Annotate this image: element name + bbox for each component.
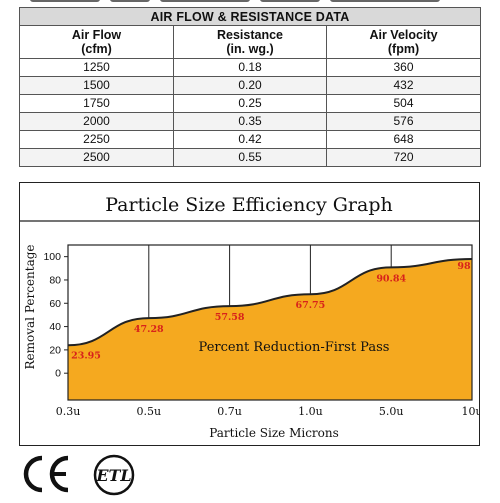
y-tick-label: 80 [49, 274, 61, 286]
x-axis-label: Particle Size Microns [209, 426, 339, 440]
y-tick-label: 0 [55, 368, 61, 380]
table-row: 2000 0.35 576 [19, 112, 482, 131]
data-label: 47.28 [134, 324, 164, 335]
etl-mark-text: ETL [95, 466, 131, 485]
data-label: 23.95 [71, 350, 101, 361]
table-title: AIR FLOW & RESISTANCE DATA [18, 7, 482, 26]
cell-air-velocity: 360 [325, 58, 482, 77]
y-tick-label: 20 [49, 344, 61, 356]
x-tick-label: 0.3u [56, 405, 81, 418]
column-header-resistance: Resistance (in. wg.) [173, 25, 327, 59]
column-header-air-velocity: Air Velocity (fpm) [325, 25, 482, 59]
cell-air-velocity: 720 [325, 148, 482, 167]
table-row: 1500 0.20 432 [19, 76, 482, 95]
cell-resistance: 0.55 [173, 148, 327, 167]
chart-canvas: Particle Size Efficiency Graph 100 80 60 40… [20, 194, 479, 440]
cell-air-flow: 2000 [19, 112, 174, 131]
chart-annotation: Percent Reduction-First Pass [199, 340, 390, 355]
table-row: 1750 0.25 504 [19, 94, 482, 113]
header-unit: (cfm) [81, 42, 112, 56]
x-tick-label: 5.0u [379, 405, 404, 418]
data-label: 98 [457, 261, 471, 272]
data-label: 57.58 [215, 312, 245, 323]
header-line: Air Flow [71, 28, 122, 42]
cell-air-velocity: 648 [325, 130, 482, 149]
cell-air-flow: 2250 [19, 130, 174, 149]
x-tick-label: 10u [461, 405, 479, 418]
header-line: Air Velocity [369, 28, 438, 42]
cell-resistance: 0.25 [173, 94, 327, 113]
cell-air-flow: 1750 [19, 94, 174, 113]
air-flow-table: AIR FLOW & RESISTANCE DATA Air Flow (cfm… [18, 7, 482, 167]
top-clipped-text [0, 0, 500, 5]
x-tick-label: 0.5u [137, 405, 162, 418]
header-unit: (in. wg.) [226, 42, 274, 56]
header-line: Resistance [216, 28, 283, 42]
cell-air-flow: 2500 [19, 148, 174, 167]
data-label: 90.84 [376, 273, 406, 284]
chart-title: Particle Size Efficiency Graph [105, 194, 393, 216]
cell-resistance: 0.42 [173, 130, 327, 149]
cell-resistance: 0.35 [173, 112, 327, 131]
efficiency-line [67, 257, 473, 347]
etl-mark-icon: ETL [93, 454, 135, 496]
cell-resistance: 0.20 [173, 76, 327, 95]
cell-air-flow: 1250 [19, 58, 174, 77]
table-row: 1250 0.18 360 [19, 58, 482, 77]
efficiency-chart: Particle Size Efficiency Graph 100 80 60 40… [19, 182, 480, 446]
data-label: 67.75 [296, 300, 326, 311]
plot-border [67, 244, 473, 401]
y-tick-label: 60 [49, 298, 61, 310]
y-axis-label: Removal Percentage [23, 244, 37, 369]
x-tick-label: 1.0u [298, 405, 323, 418]
header-unit: (fpm) [387, 42, 420, 56]
table-row: 2250 0.42 648 [19, 130, 482, 149]
cell-air-velocity: 576 [325, 112, 482, 131]
efficiency-area [68, 258, 472, 400]
cell-air-velocity: 504 [325, 94, 482, 113]
y-tick-label: 40 [49, 321, 61, 333]
cell-resistance: 0.18 [173, 58, 327, 77]
cell-air-velocity: 432 [325, 76, 482, 95]
cell-air-flow: 1500 [19, 76, 174, 95]
ce-mark-icon [23, 455, 69, 493]
certification-logos: ETL [22, 452, 142, 498]
table-row: 2500 0.55 720 [19, 148, 482, 167]
x-tick-label: 0.7u [217, 405, 242, 418]
y-tick-label: 100 [43, 251, 61, 263]
column-header-air-flow: Air Flow (cfm) [19, 25, 174, 59]
